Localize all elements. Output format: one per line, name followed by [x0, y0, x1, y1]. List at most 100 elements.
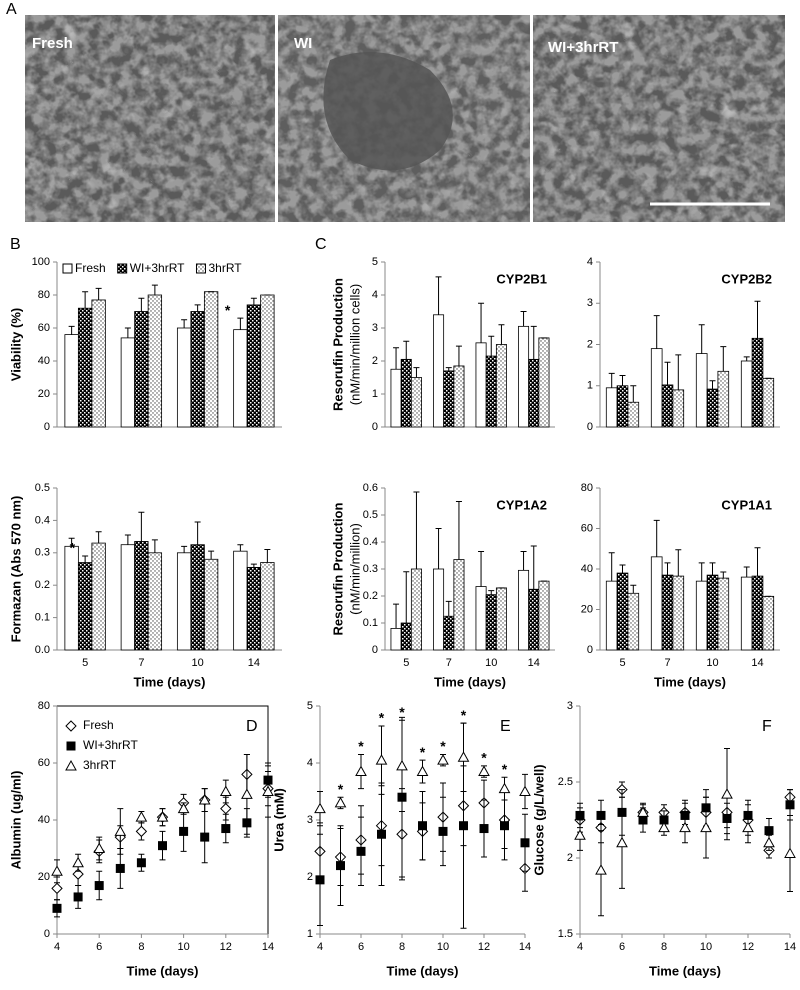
bar [605, 580, 618, 651]
bar [147, 294, 163, 428]
marker [334, 796, 347, 808]
marker [52, 903, 62, 913]
y-tick-label: 0 [44, 421, 50, 433]
error-bar [720, 571, 727, 579]
x-tick-label: 6 [358, 941, 364, 953]
y-tick-label: 3 [587, 297, 593, 309]
y-tick-label: 80 [38, 700, 50, 712]
marker [315, 875, 325, 885]
bar [134, 311, 149, 428]
marker [438, 826, 448, 836]
marker [51, 865, 63, 876]
marker [437, 754, 449, 765]
marker [115, 863, 125, 873]
legend-label: 3hrRT [208, 261, 242, 275]
y-tick-label: 5 [372, 256, 378, 268]
y-tick-label: 60 [38, 757, 50, 769]
bar [485, 594, 497, 651]
error-bar [498, 324, 505, 345]
marker [65, 759, 77, 771]
annotation: * [502, 761, 508, 777]
x-tick-label: 14 [248, 657, 260, 669]
legend-label: 3hrRT [83, 758, 117, 772]
marker [616, 836, 628, 848]
y-tick-label: 0.1 [35, 612, 50, 624]
x-tick-label: 4 [54, 941, 60, 953]
error-bar [530, 325, 537, 360]
bar [246, 566, 262, 651]
marker [51, 882, 63, 895]
y-tick-label: 3 [567, 700, 573, 712]
error-bar [68, 325, 75, 335]
marker [658, 821, 670, 833]
x-axis-label: Time (days) [654, 674, 726, 689]
error-bar [435, 528, 442, 569]
chart-title: CYP1A1 [721, 497, 772, 512]
y-tick-label: 0.4 [363, 536, 378, 548]
y-axis-label: (nM/min/million cells) [347, 284, 362, 405]
marker [459, 821, 468, 831]
bar [695, 580, 708, 651]
marker [94, 881, 104, 891]
y-tick-label: 2.5 [558, 776, 573, 788]
annotation: * [70, 540, 76, 556]
bar [518, 325, 530, 428]
error-bar [698, 562, 705, 582]
y-tick-label: 0.0 [35, 644, 50, 656]
marker [519, 785, 531, 796]
bar [190, 544, 205, 651]
bar [246, 304, 262, 428]
legend-swatch [62, 263, 73, 274]
bar [453, 365, 465, 428]
bar [64, 545, 79, 651]
x-tick-label: 14 [751, 657, 763, 669]
error-bar [619, 564, 626, 574]
error-bar [488, 335, 495, 357]
bar [538, 580, 550, 651]
x-tick-label: 10 [485, 657, 497, 669]
x-tick-label: 5 [82, 657, 88, 669]
y-tick-label: 0 [587, 644, 593, 656]
chart-title: CYP2B1 [496, 271, 547, 286]
bar [410, 568, 422, 651]
legend-swatch [195, 263, 206, 274]
marker [314, 802, 326, 814]
y-tick-label: 40 [581, 563, 593, 575]
marker [500, 821, 509, 831]
y-axis-label: Resorufin Production [330, 278, 345, 411]
error-bar [653, 315, 660, 349]
x-tick-label: 10 [706, 657, 718, 669]
bar [233, 329, 248, 428]
marker [73, 892, 83, 902]
error-bar [675, 549, 682, 577]
bar [400, 622, 412, 651]
error-bar [264, 549, 271, 563]
bar [77, 562, 93, 651]
bar [538, 337, 550, 428]
error-bar [445, 367, 452, 371]
marker [785, 800, 795, 810]
marker [200, 832, 210, 842]
error-bar [720, 346, 727, 372]
image-label: WI [294, 35, 312, 52]
marker [478, 765, 490, 777]
panel-letter: C [315, 236, 327, 253]
x-tick-label: 4 [577, 941, 583, 953]
error-bar [754, 547, 761, 577]
bar [120, 544, 136, 651]
marker [574, 829, 586, 840]
marker [65, 720, 77, 732]
micrograph [25, 15, 275, 222]
x-tick-label: 7 [446, 657, 452, 669]
error-bar [413, 367, 420, 378]
x-tick-label: 6 [96, 941, 102, 953]
x-tick-label: 12 [742, 941, 754, 953]
marker [520, 838, 530, 848]
annotation: * [379, 710, 385, 726]
bar [627, 401, 640, 428]
bar [91, 542, 106, 651]
marker [784, 847, 796, 858]
y-tick-label: 100 [32, 256, 50, 268]
bar [260, 562, 275, 651]
